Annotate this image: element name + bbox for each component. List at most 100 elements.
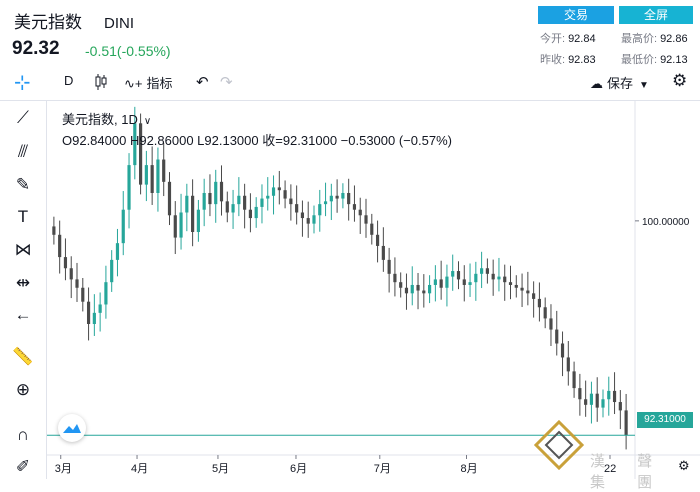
candle [497,276,501,280]
fullscreen-button[interactable]: 全屏 [619,6,693,24]
candle [277,187,281,191]
undo-icon[interactable]: ↶ [196,74,209,91]
candle [248,209,252,219]
cloud-icon: ☁ [590,76,603,91]
legend-symbol: 美元指数, 1D ∨ [62,112,152,127]
candle [139,123,143,185]
chevron-down-icon: ▼ [639,80,649,91]
candle [156,159,160,193]
candle [520,287,524,291]
price-tick-label: 100.00000 [642,217,690,228]
candle [503,276,507,283]
candle [231,204,235,213]
candle [508,282,513,285]
brush-icon[interactable]: ✎ [15,175,31,194]
candle [601,399,605,408]
candle [329,195,333,202]
candle [416,284,420,291]
candle [624,410,628,436]
candle [237,195,241,205]
drawing-toolbar [0,101,47,479]
candle [312,215,316,224]
candle [381,245,385,260]
candle [52,226,56,235]
text-tool-icon[interactable]: T [17,207,29,226]
candle [75,279,79,288]
fib-tool-icon[interactable]: ⫻ [17,142,29,161]
candle [167,181,172,216]
time-tick-label: 5月 [212,463,229,475]
trade-button[interactable]: 交易 [538,6,614,24]
candle [526,290,530,294]
candle [300,212,305,219]
candle [121,209,125,244]
candle [364,215,368,224]
candle [63,257,68,269]
candle [144,165,148,185]
axis-settings-icon[interactable]: ⚙ [678,458,690,473]
candle [514,284,518,288]
candle [271,187,276,196]
price-chart[interactable]: 100.00000 3月 4月 5月 6月 7月 8月 22 [47,101,700,479]
candle [358,209,362,216]
candle [480,268,484,274]
candle [543,307,547,319]
candle [69,268,73,280]
candle [578,388,582,400]
candle [115,243,120,260]
candle [179,212,183,238]
candle [58,234,62,258]
lock-pencil-icon[interactable]: ✐ [15,457,31,476]
candle [185,195,189,213]
zoom-in-icon[interactable]: ⊕ [15,380,31,399]
redo-icon: ↷ [220,74,233,91]
candle [98,304,102,313]
candle [532,293,536,299]
tradingview-logo[interactable] [58,414,86,442]
settings-gear-icon[interactable]: ⚙ [672,71,688,90]
candle [474,273,478,283]
candle [485,268,489,274]
candle [219,181,224,202]
candle [173,215,177,238]
candles-icon[interactable] [94,73,108,91]
crosshair-icon[interactable]: ⊹ [14,72,31,94]
magnet-icon[interactable]: ∩ [16,425,30,444]
trend-line-icon[interactable]: ⟋ [17,108,29,127]
candle [393,273,397,283]
back-arrow-icon[interactable]: ← [14,305,32,324]
candle [347,192,351,205]
candle [445,276,449,288]
candle [387,259,391,274]
candle [127,165,131,210]
symbol-name: 美元指数 [14,13,82,32]
candle [572,371,576,389]
candle [612,390,617,403]
candle [555,329,559,344]
save-button[interactable]: ☁ 保存 ▼ [590,76,649,91]
candle [456,271,461,280]
indicators-button[interactable]: ∿+ 指标 [124,76,173,91]
candle [584,399,588,405]
candle [225,201,229,213]
candle [104,282,108,305]
candle [150,165,154,193]
stat-prev-close: 昨收: 92.83 [540,54,596,66]
candle [92,312,96,324]
candle [560,343,565,358]
price-change: -0.51(-0.55%) [85,43,171,59]
candle [607,390,611,400]
candle [295,204,299,213]
pattern-tool-icon[interactable]: ⋈ [14,240,32,259]
candle [370,223,374,235]
candle [318,204,322,216]
candle [133,123,137,166]
candle [110,259,114,283]
candle [86,301,91,324]
interval-button[interactable]: D [64,73,74,88]
candle [462,279,466,285]
ruler-icon[interactable]: 📏 [12,347,34,366]
hansheng-logo [534,420,584,470]
prediction-tool-icon[interactable]: ⇹ [15,273,31,292]
time-tick-label: 8月 [460,463,477,475]
